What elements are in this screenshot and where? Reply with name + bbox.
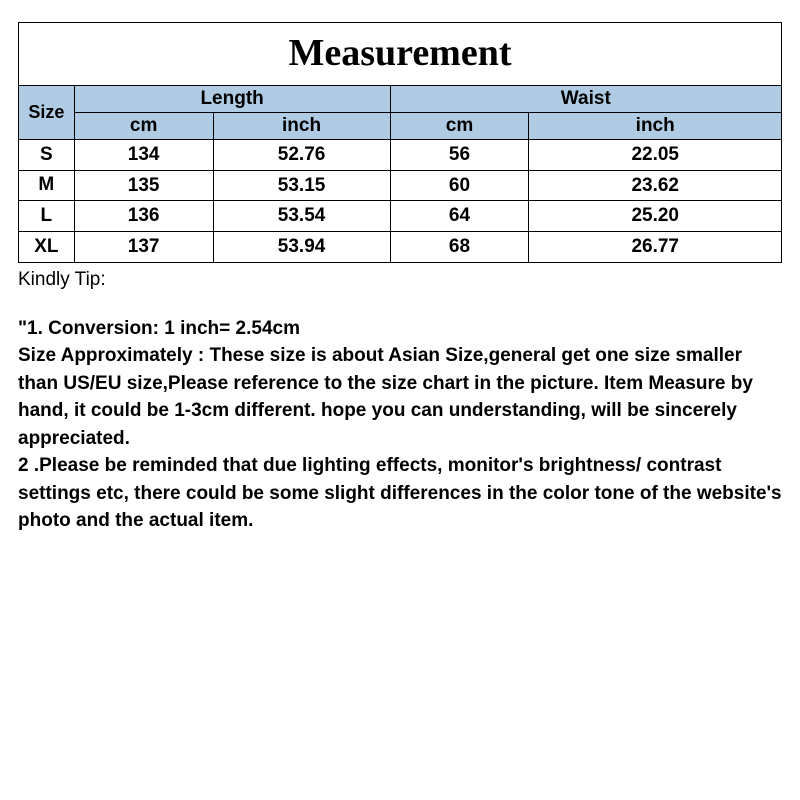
cell-length-cm: 134 <box>74 140 213 171</box>
cell-size: XL <box>19 231 75 262</box>
cell-waist-cm: 60 <box>390 170 529 201</box>
col-header-waist: Waist <box>390 86 781 113</box>
subheader-waist-cm: cm <box>390 113 529 140</box>
table-row: L 136 53.54 64 25.20 <box>19 201 782 232</box>
cell-length-cm: 136 <box>74 201 213 232</box>
tips-label: Kindly Tip: <box>18 269 782 291</box>
tips-body-text: Size Approximately : These size is about… <box>18 342 782 535</box>
cell-waist-inch: 25.20 <box>529 201 782 232</box>
cell-length-inch: 53.15 <box>213 170 390 201</box>
cell-waist-inch: 26.77 <box>529 231 782 262</box>
cell-size: M <box>19 170 75 201</box>
cell-waist-inch: 23.62 <box>529 170 782 201</box>
cell-waist-cm: 68 <box>390 231 529 262</box>
col-header-length: Length <box>74 86 390 113</box>
tips-section: Kindly Tip: "1. Conversion: 1 inch= 2.54… <box>0 263 800 535</box>
measurement-table: Measurement Size Length Waist cm inch cm… <box>18 22 782 263</box>
cell-waist-cm: 56 <box>390 140 529 171</box>
cell-waist-cm: 64 <box>390 201 529 232</box>
cell-waist-inch: 22.05 <box>529 140 782 171</box>
tips-conversion: "1. Conversion: 1 inch= 2.54cm <box>18 315 782 343</box>
cell-length-cm: 137 <box>74 231 213 262</box>
cell-length-inch: 52.76 <box>213 140 390 171</box>
cell-length-cm: 135 <box>74 170 213 201</box>
col-header-size: Size <box>19 86 75 140</box>
cell-size: L <box>19 201 75 232</box>
table-title: Measurement <box>19 23 782 86</box>
cell-length-inch: 53.94 <box>213 231 390 262</box>
subheader-waist-inch: inch <box>529 113 782 140</box>
table-row: XL 137 53.94 68 26.77 <box>19 231 782 262</box>
subheader-length-inch: inch <box>213 113 390 140</box>
table-row: S 134 52.76 56 22.05 <box>19 140 782 171</box>
subheader-length-cm: cm <box>74 113 213 140</box>
cell-length-inch: 53.54 <box>213 201 390 232</box>
cell-size: S <box>19 140 75 171</box>
table-row: M 135 53.15 60 23.62 <box>19 170 782 201</box>
